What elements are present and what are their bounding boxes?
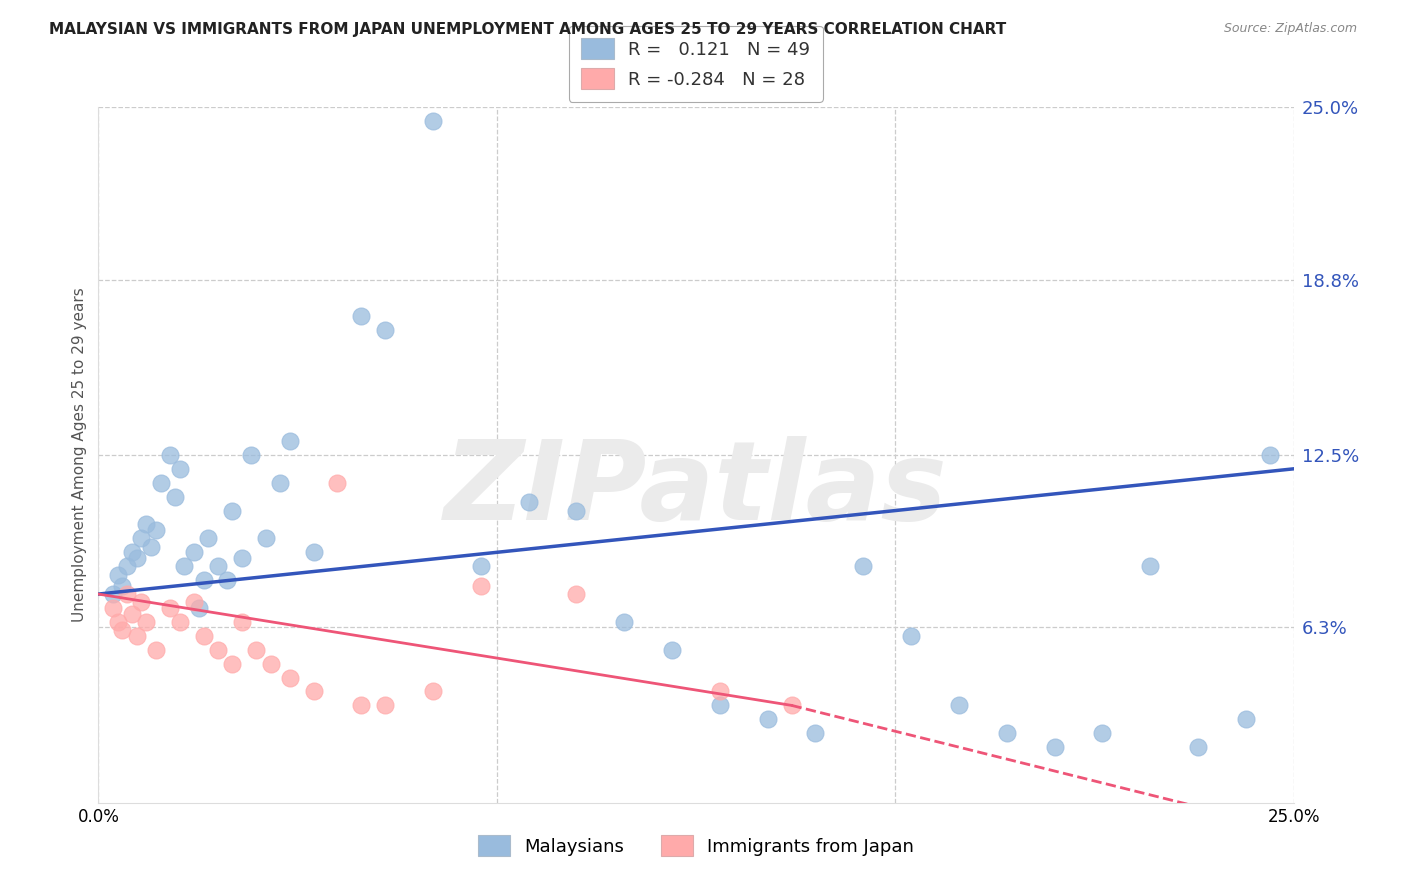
- Point: [852, 559, 875, 574]
- Point: [565, 587, 588, 601]
- Point: [1187, 740, 1209, 755]
- Point: [661, 642, 683, 657]
- Point: [107, 615, 129, 629]
- Point: [173, 559, 195, 574]
- Point: [221, 503, 243, 517]
- Point: [1139, 559, 1161, 574]
- Point: [145, 523, 167, 537]
- Point: [470, 579, 492, 593]
- Point: [183, 595, 205, 609]
- Point: [193, 629, 215, 643]
- Point: [135, 615, 157, 629]
- Point: [278, 434, 301, 448]
- Text: ZIPatlas: ZIPatlas: [444, 436, 948, 543]
- Point: [259, 657, 281, 671]
- Point: [269, 475, 291, 490]
- Point: [231, 615, 253, 629]
- Point: [131, 595, 153, 609]
- Point: [278, 671, 301, 685]
- Point: [470, 559, 492, 574]
- Point: [613, 615, 636, 629]
- Point: [193, 573, 215, 587]
- Point: [240, 448, 263, 462]
- Point: [350, 698, 373, 713]
- Point: [125, 550, 148, 565]
- Point: [207, 559, 229, 574]
- Point: [197, 532, 219, 546]
- Point: [115, 559, 138, 574]
- Point: [1043, 740, 1066, 755]
- Legend: Malaysians, Immigrants from Japan: Malaysians, Immigrants from Japan: [471, 828, 921, 863]
- Point: [163, 490, 186, 504]
- Point: [374, 323, 396, 337]
- Point: [254, 532, 277, 546]
- Point: [1234, 712, 1257, 726]
- Point: [709, 684, 731, 698]
- Point: [131, 532, 153, 546]
- Point: [159, 448, 181, 462]
- Point: [709, 698, 731, 713]
- Point: [245, 642, 267, 657]
- Point: [121, 545, 143, 559]
- Point: [125, 629, 148, 643]
- Point: [326, 475, 349, 490]
- Point: [995, 726, 1018, 740]
- Point: [101, 601, 124, 615]
- Point: [804, 726, 827, 740]
- Point: [780, 698, 803, 713]
- Point: [517, 495, 540, 509]
- Point: [1091, 726, 1114, 740]
- Point: [145, 642, 167, 657]
- Text: MALAYSIAN VS IMMIGRANTS FROM JAPAN UNEMPLOYMENT AMONG AGES 25 TO 29 YEARS CORREL: MALAYSIAN VS IMMIGRANTS FROM JAPAN UNEMP…: [49, 22, 1007, 37]
- Point: [107, 567, 129, 582]
- Point: [900, 629, 922, 643]
- Point: [422, 684, 444, 698]
- Point: [231, 550, 253, 565]
- Point: [169, 615, 191, 629]
- Point: [139, 540, 162, 554]
- Point: [159, 601, 181, 615]
- Point: [422, 114, 444, 128]
- Point: [565, 503, 588, 517]
- Point: [221, 657, 243, 671]
- Point: [169, 462, 191, 476]
- Point: [111, 624, 134, 638]
- Point: [302, 545, 325, 559]
- Point: [149, 475, 172, 490]
- Text: Source: ZipAtlas.com: Source: ZipAtlas.com: [1223, 22, 1357, 36]
- Point: [302, 684, 325, 698]
- Point: [948, 698, 970, 713]
- Point: [217, 573, 239, 587]
- Point: [115, 587, 138, 601]
- Point: [121, 607, 143, 621]
- Point: [207, 642, 229, 657]
- Point: [183, 545, 205, 559]
- Point: [350, 309, 373, 323]
- Y-axis label: Unemployment Among Ages 25 to 29 years: Unemployment Among Ages 25 to 29 years: [72, 287, 87, 623]
- Point: [111, 579, 134, 593]
- Point: [135, 517, 157, 532]
- Point: [1258, 448, 1281, 462]
- Point: [187, 601, 209, 615]
- Point: [101, 587, 124, 601]
- Point: [374, 698, 396, 713]
- Point: [756, 712, 779, 726]
